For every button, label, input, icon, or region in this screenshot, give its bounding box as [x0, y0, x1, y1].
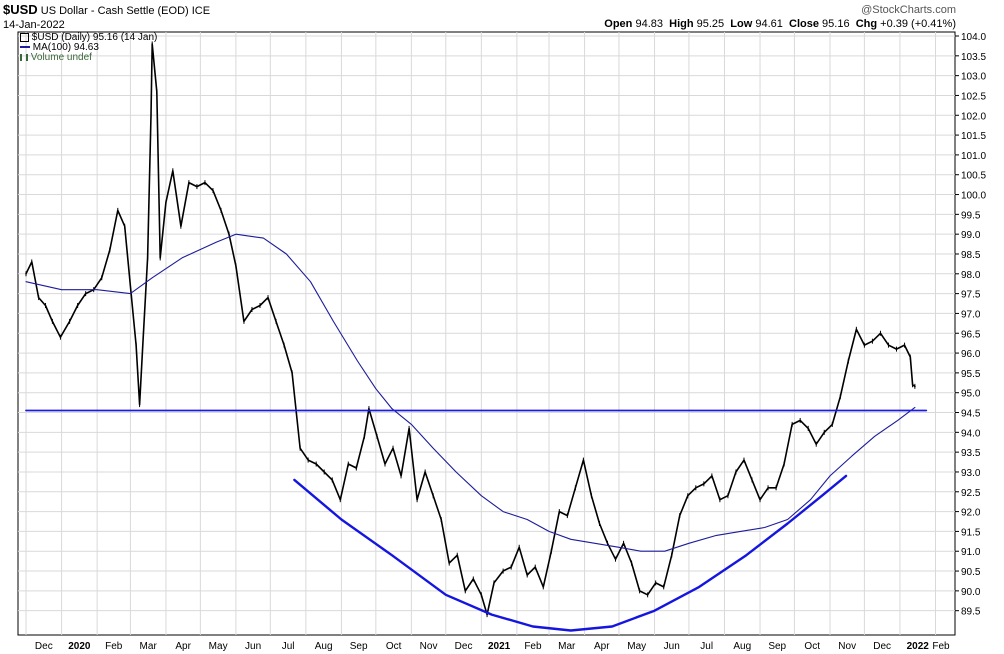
exchange: ICE: [191, 5, 211, 17]
legend-volume-text: Volume undef: [30, 52, 92, 63]
x-tick-label: Nov: [838, 641, 856, 652]
price-legend-icon: [20, 33, 29, 42]
y-tick-label: 100.0: [961, 191, 986, 202]
chart-date: 14-Jan-2022: [3, 19, 65, 31]
ma-legend-icon: [20, 46, 30, 49]
y-tick-label: 103.5: [961, 52, 986, 63]
x-tick-label: Feb: [105, 641, 123, 652]
x-tick-label: Jul: [700, 641, 713, 652]
x-tick-label: Jun: [664, 641, 680, 652]
y-tick-label: 96.0: [961, 349, 981, 360]
x-tick-label: 2020: [68, 641, 91, 652]
y-tick-label: 94.5: [961, 409, 981, 420]
y-tick-label: 92.0: [961, 508, 981, 519]
x-tick-label: May: [209, 641, 228, 652]
y-tick-label: 96.5: [961, 329, 981, 340]
x-tick-label: Jun: [245, 641, 261, 652]
low-label: Low: [730, 18, 753, 30]
y-tick-label: 101.5: [961, 131, 986, 142]
y-tick-label: 103.0: [961, 72, 986, 83]
watermark: @StockCharts.com: [861, 4, 956, 16]
x-tick-label: Sep: [350, 641, 368, 652]
y-tick-label: 99.0: [961, 230, 981, 241]
close-value: 95.16: [822, 18, 850, 30]
y-tick-label: 91.5: [961, 527, 981, 538]
ma100-series: [25, 233, 916, 552]
x-tick-label: Jul: [282, 641, 295, 652]
y-tick-label: 91.0: [961, 547, 981, 558]
legend-ma: MA(100) 94.63: [20, 43, 99, 53]
y-tick-label: 100.5: [961, 171, 986, 182]
x-tick-label: Mar: [140, 641, 158, 652]
x-axis: Dec 2020 Feb Mar Apr May Jun Jul Aug Sep Oct Nov Dec…: [35, 641, 950, 652]
chg-label: Chg: [855, 18, 878, 30]
low-value: 94.61: [755, 18, 783, 30]
legend-price: $USD (Daily) 95.16 (14 Jan): [20, 33, 157, 43]
y-tick-label: 101.0: [961, 151, 986, 162]
close-label: Close: [789, 18, 819, 30]
high-label: High: [669, 18, 694, 30]
y-tick-label: 93.5: [961, 448, 981, 459]
y-tick-label: 97.0: [961, 309, 981, 320]
x-tick-label: Oct: [804, 641, 820, 652]
x-tick-label: Nov: [420, 641, 438, 652]
x-tick-label: Dec: [873, 641, 891, 652]
volume-legend-icon: [20, 53, 28, 61]
legend-ma-text: MA(100) 94.63: [32, 42, 99, 53]
y-tick-label: 95.0: [961, 389, 981, 400]
y-tick-label: 92.5: [961, 488, 981, 499]
legend-volume: Volume undef: [20, 53, 92, 63]
y-tick-label: 90.5: [961, 567, 981, 578]
x-tick-label: Dec: [35, 641, 53, 652]
y-tick-label: 99.5: [961, 210, 981, 221]
cup-curve: [293, 474, 848, 632]
x-tick-label: May: [627, 641, 646, 652]
x-tick-label: Apr: [594, 641, 610, 652]
x-tick-label: Mar: [558, 641, 576, 652]
y-tick-label: 102.5: [961, 91, 986, 102]
series-layer: [25, 41, 928, 632]
y-tick-label: 97.5: [961, 290, 981, 301]
chart-title: $USD US Dollar - Cash Settle (EOD) ICE: [3, 3, 210, 18]
x-tick-label: Aug: [733, 641, 751, 652]
x-tick-label: Aug: [315, 641, 333, 652]
x-tick-label: Feb: [524, 641, 542, 652]
chg-value: +0.39 (+0.41%): [880, 18, 956, 30]
ohlc-readout: Open 94.83 High 95.25 Low 94.61 Close 95…: [604, 18, 956, 31]
y-tick-label: 98.5: [961, 250, 981, 261]
y-tick-label: 102.0: [961, 111, 986, 122]
x-tick-label: Feb: [932, 641, 950, 652]
y-tick-label: 98.0: [961, 270, 981, 281]
x-tick-label: 2022: [907, 641, 930, 652]
y-tick-label: 93.0: [961, 468, 981, 479]
x-tick-label: Dec: [455, 641, 473, 652]
y-tick-label: 95.5: [961, 369, 981, 380]
x-tick-label: 2021: [488, 641, 511, 652]
high-value: 95.25: [696, 18, 725, 30]
y-tick-label: 89.5: [961, 607, 981, 618]
open-label: Open: [604, 18, 633, 30]
y-tick-label: 90.0: [961, 587, 981, 598]
open-value: 94.83: [635, 18, 663, 30]
y-tick-label: 94.0: [961, 428, 981, 439]
grid: [18, 32, 955, 635]
x-tick-label: Apr: [175, 641, 191, 652]
symbol: $USD: [3, 2, 38, 17]
x-tick-label: Sep: [768, 641, 786, 652]
y-axis: 104.0 103.5 103.0 102.5 102.0 101.5 101.0 100.5…: [955, 32, 986, 618]
price-series: [25, 43, 916, 616]
instrument-name: US Dollar - Cash Settle (EOD): [40, 5, 189, 17]
legend-price-text: $USD (Daily) 95.16 (14 Jan): [31, 32, 158, 44]
y-tick-label: 104.0: [961, 32, 986, 43]
x-tick-label: Oct: [386, 641, 402, 652]
